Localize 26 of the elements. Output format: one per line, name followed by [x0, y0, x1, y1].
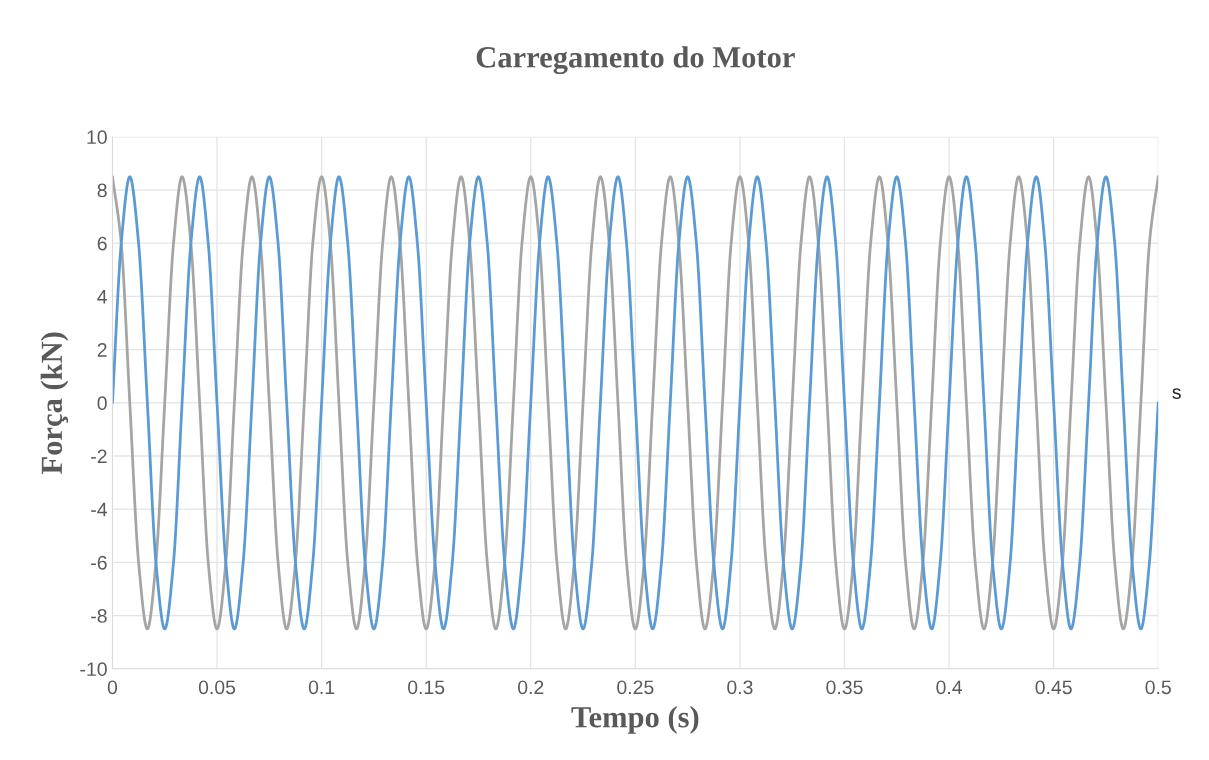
y-axis-title: Força (kN) [40, 332, 69, 474]
y-tick-label: -6 [91, 555, 107, 570]
x-tick-label: 0.35 [826, 680, 863, 695]
x-axis-title: Tempo (s) [571, 706, 699, 734]
y-tick-label: 2 [97, 343, 107, 357]
y-tick-label: -8 [91, 609, 107, 623]
x-tick-label: 0.3 [727, 680, 753, 695]
y-tick-label: 4 [97, 290, 108, 304]
x-tick-label: 0.05 [198, 680, 236, 695]
y-tick-label: 6 [97, 236, 107, 251]
x-tick-label: 0.5 [1145, 680, 1171, 695]
x-tick-label: 0 [107, 680, 118, 695]
x-tick-label: 0.4 [936, 680, 963, 695]
y-tick-label: -2 [91, 449, 107, 464]
y-tick-label: -4 [91, 502, 108, 517]
y-tick-label: 10 [87, 130, 107, 145]
y-tick-label: -10 [80, 662, 107, 677]
y-tick-label: 8 [97, 183, 107, 198]
y-tick-label: 0 [97, 396, 107, 411]
x-tick-label: 0.15 [408, 680, 445, 695]
x-tick-label: 0.2 [518, 680, 544, 695]
chart-title: Carregamento do Motor [476, 46, 795, 75]
text: s [1172, 388, 1181, 399]
x-tick-label: 0.25 [617, 680, 654, 695]
x-tick-label: 0.45 [1035, 680, 1072, 695]
x-tick-label: 0.1 [308, 680, 335, 695]
